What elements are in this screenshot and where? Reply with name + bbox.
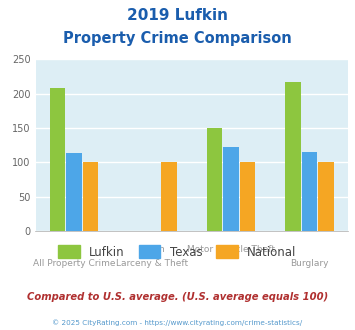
Text: Larceny & Theft: Larceny & Theft xyxy=(116,259,189,268)
Text: All Property Crime: All Property Crime xyxy=(33,259,115,268)
Bar xyxy=(83,162,98,231)
Bar xyxy=(318,162,334,231)
Text: Motor Vehicle Theft: Motor Vehicle Theft xyxy=(187,245,275,254)
Text: Arson: Arson xyxy=(140,245,165,254)
Bar xyxy=(161,162,177,231)
Bar xyxy=(50,88,65,231)
Bar xyxy=(223,147,239,231)
Text: Burglary: Burglary xyxy=(290,259,329,268)
Bar xyxy=(301,152,317,231)
Text: 2019 Lufkin: 2019 Lufkin xyxy=(127,8,228,23)
Bar xyxy=(240,162,255,231)
Bar xyxy=(285,82,301,231)
Text: Compared to U.S. average. (U.S. average equals 100): Compared to U.S. average. (U.S. average … xyxy=(27,292,328,302)
Bar xyxy=(207,128,222,231)
Text: © 2025 CityRating.com - https://www.cityrating.com/crime-statistics/: © 2025 CityRating.com - https://www.city… xyxy=(53,319,302,326)
Legend: Lufkin, Texas, National: Lufkin, Texas, National xyxy=(53,240,302,265)
Bar xyxy=(66,153,82,231)
Text: Property Crime Comparison: Property Crime Comparison xyxy=(63,31,292,46)
